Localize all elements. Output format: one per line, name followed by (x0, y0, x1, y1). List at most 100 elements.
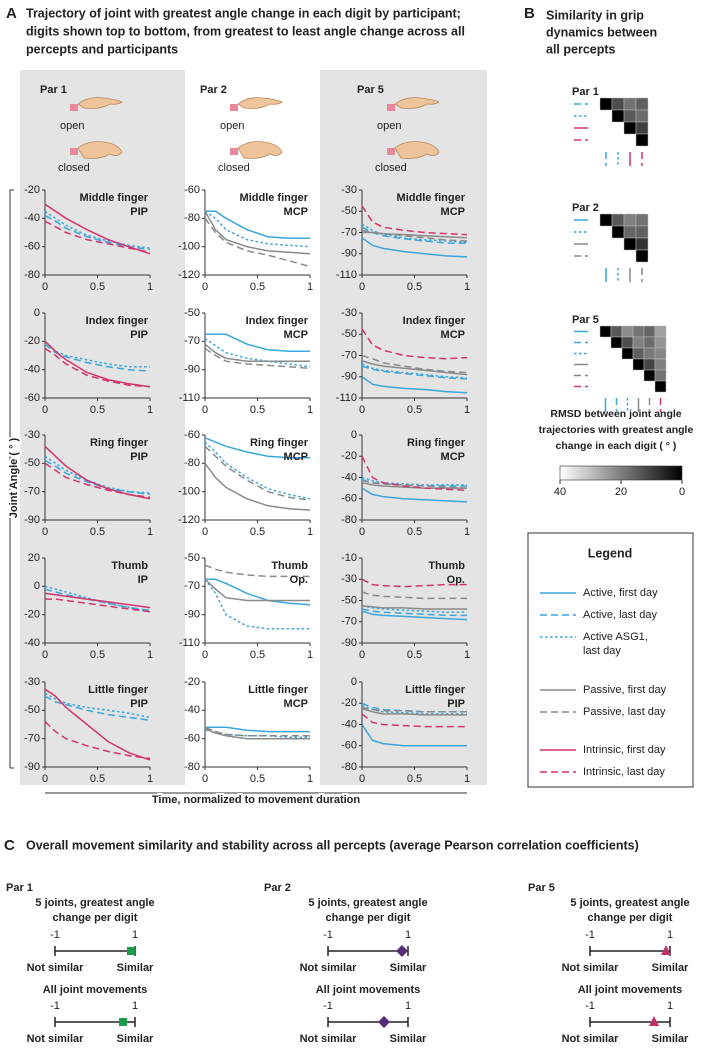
chart-title: Little finger (405, 684, 466, 696)
row-label: change per digit (53, 912, 138, 924)
series-line (204, 578, 310, 602)
series-line (361, 237, 468, 258)
y-tick-label: -90 (184, 364, 200, 376)
x-tick-label: 1 (464, 404, 470, 416)
heatmap-cell (635, 249, 649, 263)
x-tick-label: 0.5 (407, 404, 422, 416)
y-tick-label: -60 (341, 740, 357, 752)
low-label: Not similar (562, 1033, 620, 1045)
series-line (44, 220, 151, 254)
heatmap-cell (643, 347, 656, 360)
heatmap-cell (599, 213, 613, 227)
heatmap-cell (635, 121, 649, 135)
y-tick-label: -70 (341, 226, 357, 238)
marker (661, 945, 671, 955)
closed-label: closed (375, 162, 407, 174)
series-line (205, 578, 311, 606)
heatmap-cell (623, 237, 637, 251)
series-line (204, 726, 310, 737)
heatmap-cell (643, 358, 656, 371)
panel-title: digits shown top to bottom, from greates… (26, 24, 465, 38)
y-tick-label: -50 (341, 328, 357, 340)
series-line (44, 585, 151, 613)
row-label: All joint movements (578, 984, 683, 996)
marker (119, 1018, 127, 1026)
marker (396, 945, 408, 957)
x-tick-label: 0.5 (90, 773, 105, 785)
series-line (44, 695, 151, 722)
heatmap-cell (611, 97, 625, 111)
low-label: Not similar (562, 962, 620, 974)
x-tick-label: 0 (359, 649, 365, 661)
x-tick-label: 1 (405, 1000, 411, 1012)
x-tick-label: 0 (42, 404, 48, 416)
chart-title: Ring finger (90, 437, 149, 449)
legend-label: Intrinsic, first day (583, 744, 666, 756)
x-tick-label: 1 (307, 649, 313, 661)
heatmap-cell (599, 325, 612, 338)
y-tick-label: -100 (178, 486, 200, 498)
x-tick-label: 0.5 (250, 404, 265, 416)
marker (649, 1016, 659, 1026)
series-line (204, 337, 311, 368)
y-tick-label: -90 (341, 248, 357, 260)
chart-title: Middle finger (80, 192, 149, 204)
x-tick-label: -1 (50, 929, 60, 941)
x-tick-label: 0 (42, 281, 48, 293)
y-tick-label: -70 (24, 733, 40, 745)
high-label: Similar (390, 962, 427, 974)
x-tick-label: -1 (323, 929, 333, 941)
panel-letter: B (524, 5, 535, 22)
x-tick-label: 1 (405, 929, 411, 941)
y-tick-label: -40 (24, 637, 40, 649)
chart-subtitle: Op. (447, 574, 465, 586)
row-label: 5 joints, greatest angle (570, 897, 689, 909)
chart-title: Thumb (428, 560, 465, 572)
y-tick-label: 0 (34, 307, 40, 319)
heatmap-cell (632, 358, 645, 371)
heatmap-cell (654, 336, 667, 349)
heatmap-cell (654, 380, 667, 393)
series-line (204, 343, 310, 362)
chart-title: Par 1 (6, 882, 33, 894)
series-line (44, 210, 151, 249)
heatmap-cell (621, 336, 634, 349)
closed-label: closed (58, 162, 90, 174)
panel-title: Overall movement similarity and stabilit… (26, 838, 639, 852)
hand-shape (77, 141, 123, 159)
y-tick-label: -20 (24, 609, 40, 621)
hand-icon (70, 97, 123, 111)
chart-title: Par 5 (528, 882, 555, 894)
chart-subtitle: MCP (284, 329, 308, 341)
series-line (205, 726, 310, 733)
series-line (361, 482, 467, 489)
high-label: Similar (390, 1033, 427, 1045)
x-tick-label: 0 (202, 649, 208, 661)
x-tick-label: -1 (323, 1000, 333, 1012)
y-tick-label: -30 (24, 429, 40, 441)
y-tick-label: -90 (341, 371, 357, 383)
y-tick-label: -40 (341, 718, 357, 730)
chart-subtitle: PIP (130, 206, 148, 218)
sensor (230, 104, 238, 111)
series-line (205, 210, 310, 239)
heatmap-cell (635, 133, 649, 147)
colorbar-label: trajectories with greatest angle (539, 424, 694, 436)
x-tick-label: 0.5 (250, 526, 265, 538)
x-tick-label: -1 (585, 929, 595, 941)
colorbar (559, 465, 683, 481)
heatmap-title: Par 2 (572, 202, 599, 214)
y-tick-label: -70 (341, 349, 357, 361)
chart-subtitle: PIP (130, 329, 148, 341)
series-line (204, 445, 311, 501)
x-tick-label: 1 (147, 281, 153, 293)
x-tick-label: 0 (42, 649, 48, 661)
chart-subtitle: PIP (447, 698, 465, 710)
panel-letter: C (4, 837, 15, 854)
column-label: Par 2 (200, 84, 227, 96)
series-line (362, 231, 468, 239)
series-line (204, 347, 311, 370)
series-line (204, 462, 311, 511)
x-axis-label: Time, normalized to movement duration (152, 794, 360, 806)
heatmap-cell (654, 325, 667, 338)
